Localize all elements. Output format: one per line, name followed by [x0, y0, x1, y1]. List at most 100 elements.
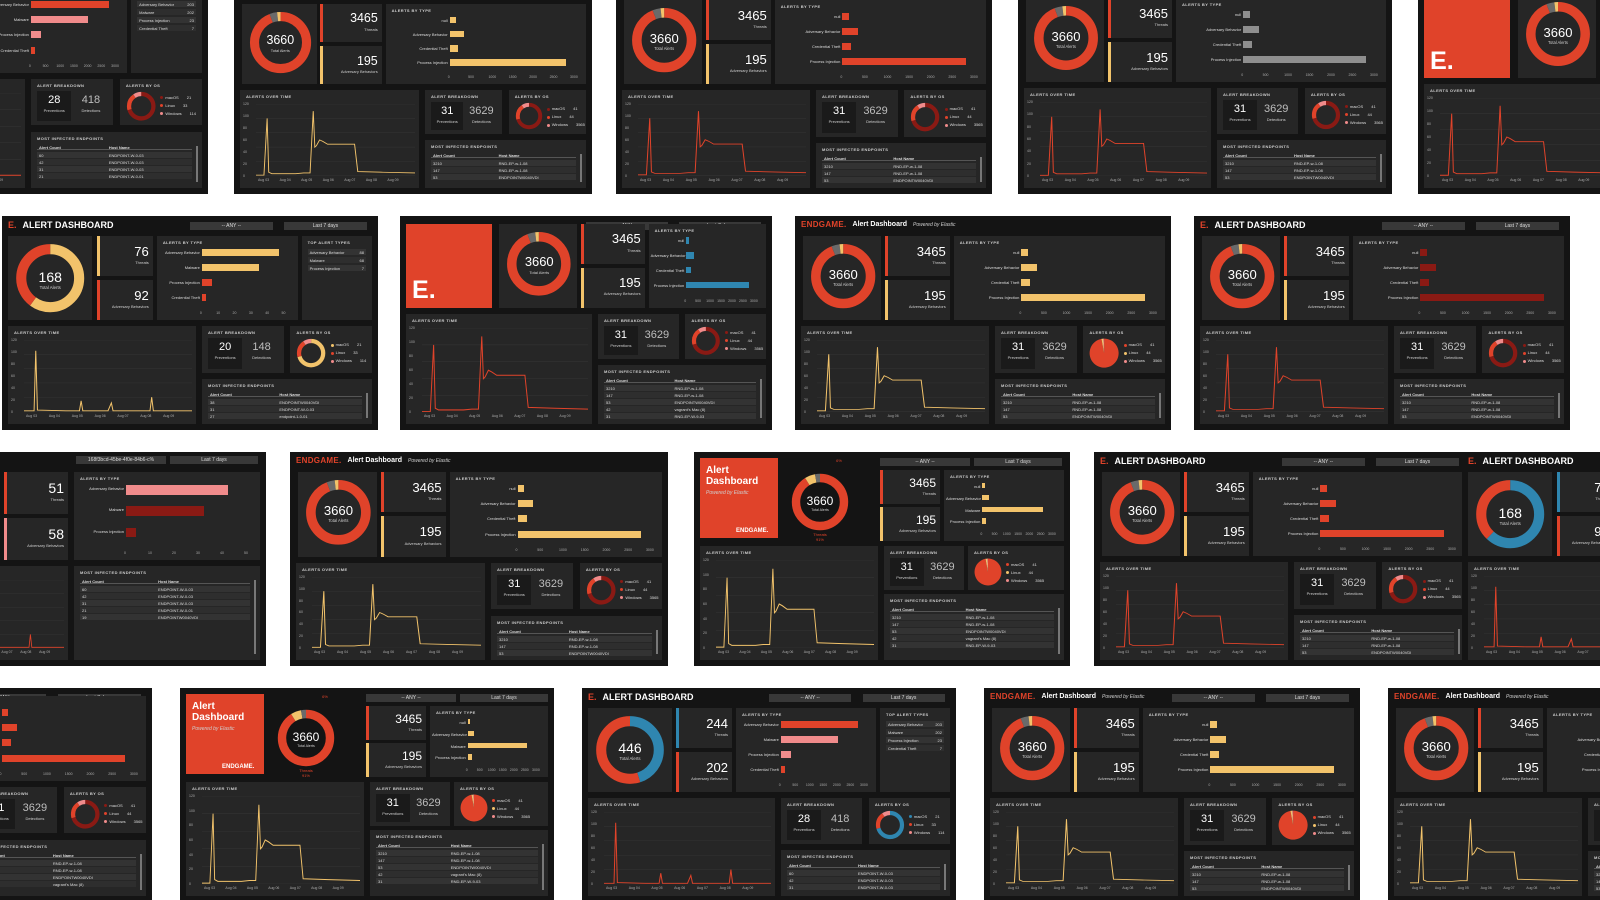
- table-row[interactable]: 42 ENDPOINT-W-0-03: [80, 593, 250, 599]
- filter-dropdown[interactable]: Last 7 days: [460, 694, 548, 702]
- column-header-alert-count[interactable]: Alert Count: [39, 144, 61, 150]
- table-scrollbar[interactable]: [140, 853, 142, 890]
- table-scrollbar[interactable]: [1058, 608, 1060, 654]
- table-scrollbar[interactable]: [1458, 628, 1460, 654]
- column-header-alert-count[interactable]: Alert Count: [1302, 627, 1324, 633]
- table-row[interactable]: 31 ENDPOINT-W-0-03: [37, 165, 192, 172]
- column-header-alert-count[interactable]: Alert Count: [789, 863, 811, 868]
- table-row[interactable]: 31 RND-EP-W-9-03: [376, 878, 538, 884]
- table-row[interactable]: 31 RND-EP-W-9-03: [604, 413, 756, 420]
- filter-dropdown[interactable]: -- ANY --: [366, 694, 456, 702]
- table-scrollbar[interactable]: [656, 629, 658, 654]
- table-scrollbar[interactable]: [1348, 864, 1350, 890]
- column-header-host-name[interactable]: Host Name: [1293, 153, 1315, 158]
- table-row[interactable]: 42 ENDPOINT-W-0-03: [37, 158, 192, 165]
- filter-dropdown[interactable]: -- ANY --: [1172, 694, 1255, 702]
- table-row[interactable]: 60 ENDPOINT-W-0-03: [80, 586, 250, 592]
- table-row[interactable]: 60 ENDPOINT-W-0-03: [787, 870, 940, 876]
- table-row[interactable]: 27 endpoint-1-0-01: [208, 412, 362, 419]
- table-row[interactable]: 31 ENDPOINT-W-0-03: [208, 405, 362, 412]
- column-header-host-name[interactable]: Host Name: [1261, 863, 1283, 869]
- column-header-alert-count[interactable]: Alert Count: [1225, 153, 1247, 158]
- column-header-host-name[interactable]: Host Name: [52, 852, 74, 858]
- table-row[interactable]: 19 ENDPOINTW0040VDI: [80, 614, 250, 620]
- column-header-host-name[interactable]: Host Name: [893, 155, 915, 161]
- column-header-host-name[interactable]: Host Name: [279, 391, 301, 397]
- column-header-alert-count[interactable]: Alert Count: [499, 628, 521, 634]
- column-header-alert-count[interactable]: Alert Count: [433, 152, 455, 158]
- table-scrollbar[interactable]: [1159, 392, 1161, 418]
- table-scrollbar[interactable]: [542, 844, 544, 890]
- filter-dropdown[interactable]: Last 7 days: [1266, 694, 1349, 702]
- column-header-alert-count[interactable]: Alert Count: [0, 852, 5, 858]
- column-header-alert-count[interactable]: Alert Count: [892, 607, 914, 612]
- table-scrollbar[interactable]: [1558, 392, 1560, 418]
- table-row[interactable]: 31 ENDPOINT-W-0-03: [787, 884, 940, 890]
- filter-dropdown[interactable]: Last 7 days: [974, 458, 1062, 466]
- table-scrollbar[interactable]: [980, 156, 982, 182]
- table-scrollbar[interactable]: [254, 580, 256, 654]
- column-header-host-name[interactable]: Host Name: [857, 863, 879, 868]
- filter-dropdown[interactable]: Last 7 days: [862, 694, 945, 702]
- column-header-alert-count[interactable]: Alert Count: [1003, 391, 1025, 397]
- column-header-alert-count[interactable]: Alert Count: [82, 579, 104, 584]
- table-row[interactable]: 60 ENDPOINT-W-0-03: [37, 151, 192, 158]
- table-scrollbar[interactable]: [944, 864, 946, 890]
- table-row[interactable]: 21 ENDPOINT-W-0-01: [80, 607, 250, 613]
- column-header-host-name[interactable]: Host Name: [568, 628, 590, 634]
- column-header-host-name[interactable]: Host Name: [450, 843, 472, 848]
- table-row[interactable]: 21 ENDPOINT-W-0-01: [37, 172, 192, 179]
- table-row[interactable]: 31 RND-EP-W-9-03: [890, 642, 1054, 648]
- filter-dropdown[interactable]: Last 7 days: [170, 456, 258, 464]
- table-scrollbar[interactable]: [1380, 154, 1382, 182]
- column-header-host-name[interactable]: Host Name: [1072, 391, 1094, 397]
- column-header-alert-count[interactable]: Alert Count: [1596, 863, 1600, 869]
- column-header-host-name[interactable]: Host Name: [108, 144, 130, 150]
- column-header-host-name[interactable]: Host Name: [1371, 627, 1393, 633]
- column-header-host-name[interactable]: Host Name: [1471, 391, 1493, 397]
- column-header-host-name[interactable]: Host Name: [674, 378, 696, 384]
- column-header-host-name[interactable]: Host Name: [498, 152, 520, 158]
- column-header-alert-count[interactable]: Alert Count: [606, 378, 628, 384]
- column-header-host-name[interactable]: Host Name: [965, 607, 987, 612]
- column-header-alert-count[interactable]: Alert Count: [824, 155, 846, 161]
- table-row[interactable]: 38 ENDPOINTW0040VDI: [208, 398, 362, 405]
- filter-dropdown[interactable]: Last 7 days: [1476, 222, 1559, 230]
- filter-dropdown[interactable]: -- ANY --: [1382, 222, 1465, 230]
- column-header-alert-count[interactable]: Alert Count: [1402, 391, 1424, 397]
- filter-dropdown[interactable]: Last 7 days: [1376, 458, 1459, 466]
